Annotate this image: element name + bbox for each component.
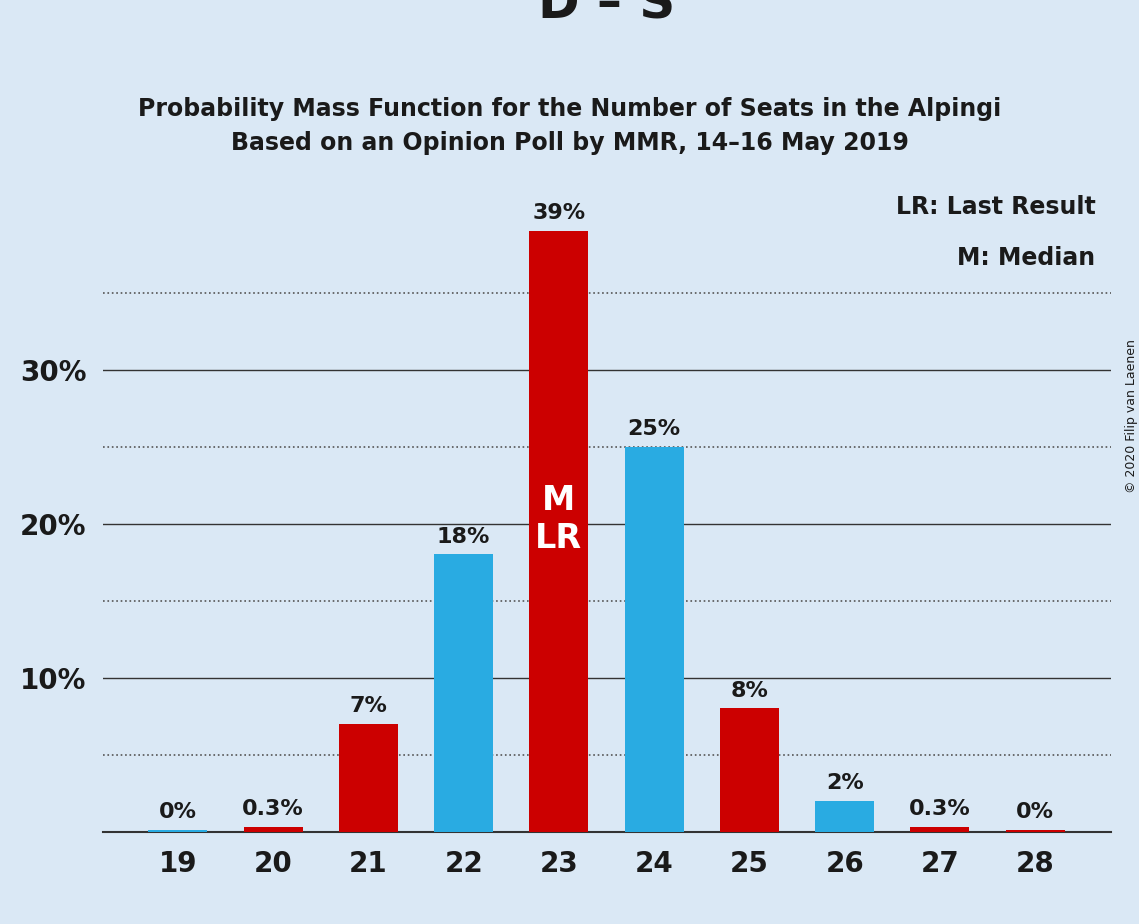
Bar [530, 231, 589, 832]
Text: M
LR: M LR [535, 483, 582, 555]
Text: 2%: 2% [826, 773, 863, 793]
Text: 7%: 7% [350, 696, 387, 716]
Title: D – S: D – S [538, 0, 675, 28]
Text: M: Median: M: Median [957, 246, 1096, 270]
Bar [816, 801, 875, 832]
Bar [148, 830, 207, 832]
Text: 0%: 0% [158, 802, 197, 822]
Bar [338, 723, 398, 832]
Bar [720, 709, 779, 832]
Text: 18%: 18% [437, 527, 490, 547]
Text: LR: Last Result: LR: Last Result [895, 194, 1096, 218]
Text: © 2020 Filip van Laenen: © 2020 Filip van Laenen [1124, 339, 1138, 492]
Bar [434, 554, 493, 832]
Text: 39%: 39% [532, 203, 585, 224]
Text: 0.3%: 0.3% [243, 799, 304, 820]
Text: 25%: 25% [628, 419, 681, 439]
Text: 0%: 0% [1016, 802, 1055, 822]
Text: Based on an Opinion Poll by MMR, 14–16 May 2019: Based on an Opinion Poll by MMR, 14–16 M… [230, 131, 909, 155]
Bar [624, 446, 683, 832]
Bar [910, 827, 969, 832]
Text: 0.3%: 0.3% [909, 799, 970, 820]
Text: 8%: 8% [730, 681, 769, 700]
Bar [244, 827, 303, 832]
Text: Probability Mass Function for the Number of Seats in the Alpingi: Probability Mass Function for the Number… [138, 97, 1001, 121]
Bar [1006, 830, 1065, 832]
